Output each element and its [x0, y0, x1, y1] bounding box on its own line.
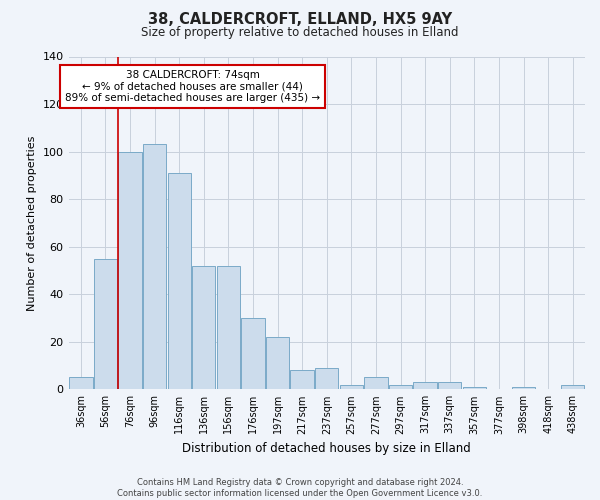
Bar — [266, 337, 289, 390]
Bar — [192, 266, 215, 390]
Text: 38 CALDERCROFT: 74sqm
← 9% of detached houses are smaller (44)
89% of semi-detac: 38 CALDERCROFT: 74sqm ← 9% of detached h… — [65, 70, 320, 103]
Bar — [561, 384, 584, 390]
Text: 38, CALDERCROFT, ELLAND, HX5 9AY: 38, CALDERCROFT, ELLAND, HX5 9AY — [148, 12, 452, 28]
Bar — [315, 368, 338, 390]
Text: Size of property relative to detached houses in Elland: Size of property relative to detached ho… — [141, 26, 459, 39]
Bar — [438, 382, 461, 390]
Bar — [69, 378, 92, 390]
X-axis label: Distribution of detached houses by size in Elland: Distribution of detached houses by size … — [182, 442, 471, 455]
Bar — [241, 318, 265, 390]
Bar — [167, 173, 191, 390]
Bar — [143, 144, 166, 390]
Bar — [413, 382, 437, 390]
Text: Contains HM Land Registry data © Crown copyright and database right 2024.
Contai: Contains HM Land Registry data © Crown c… — [118, 478, 482, 498]
Bar — [463, 387, 486, 390]
Bar — [364, 378, 388, 390]
Bar — [340, 384, 363, 390]
Bar — [217, 266, 240, 390]
Bar — [118, 152, 142, 390]
Bar — [94, 258, 117, 390]
Bar — [512, 387, 535, 390]
Y-axis label: Number of detached properties: Number of detached properties — [27, 135, 37, 310]
Bar — [389, 384, 412, 390]
Bar — [290, 370, 314, 390]
